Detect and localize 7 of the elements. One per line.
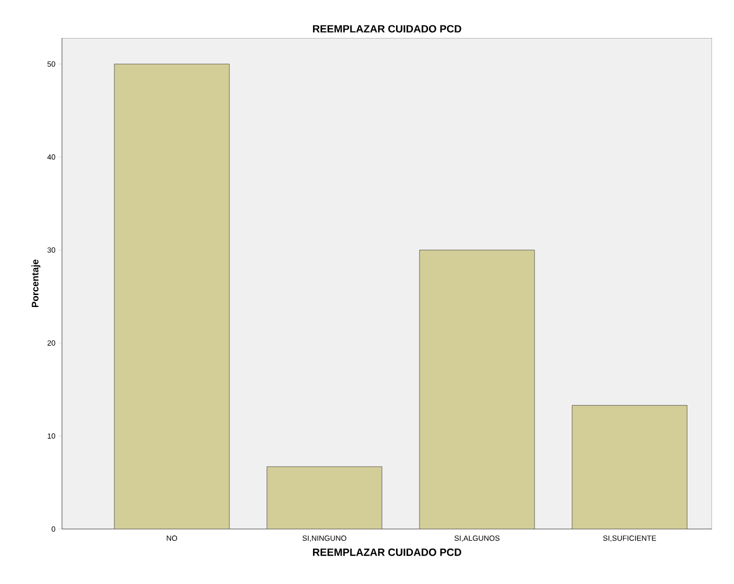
- x-axis-title: REEMPLAZAR CUIDADO PCD: [313, 548, 462, 556]
- y-axis-title: Porcentaje: [32, 260, 40, 308]
- bar: [266, 466, 382, 529]
- chart-title: REEMPLAZAR CUIDADO PCD: [313, 25, 462, 33]
- bar: [114, 64, 230, 529]
- bar: [419, 250, 535, 529]
- bar: [572, 405, 688, 529]
